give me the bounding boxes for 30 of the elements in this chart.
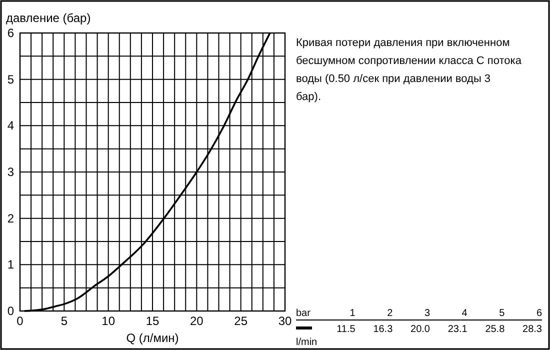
y-tick-label: 0: [7, 304, 14, 318]
text: 4: [462, 308, 468, 319]
y-axis-title: давление (бар): [6, 11, 91, 25]
text: 3: [424, 308, 430, 319]
x-tick-label: 0: [16, 314, 24, 328]
text: 16.3: [373, 324, 394, 335]
y-tick-label: 6: [7, 26, 14, 40]
text: 28.3: [522, 324, 542, 335]
x-axis-title: Q (л/мин): [126, 331, 179, 345]
x-tick-label: 30: [278, 314, 292, 328]
text: 6: [536, 308, 542, 319]
x-tick-label: 15: [146, 314, 160, 328]
x-tick-label: 20: [190, 314, 204, 328]
y-tick-label: 5: [7, 72, 14, 86]
text: Кривая потери давления при включенном бесшумном сопротивлении класса C потока воды (0.50 л/сек при давлении воды 3 бар).: [296, 37, 522, 103]
x-tick-label: 5: [60, 314, 68, 328]
text: 20.0: [410, 324, 430, 335]
text: bar: [296, 308, 312, 319]
text: 1: [350, 308, 356, 319]
text: l/min: [296, 337, 318, 348]
text: 11.5: [336, 324, 356, 335]
y-tick-label: 3: [7, 165, 14, 179]
text: 2: [387, 308, 394, 319]
y-tick-label: 1: [7, 258, 14, 272]
text: 23.1: [448, 324, 468, 335]
y-tick-label: 2: [7, 211, 14, 226]
text: 25.8: [485, 324, 506, 335]
x-tick-label: 10: [102, 314, 116, 328]
y-tick-label: 4: [7, 118, 14, 133]
x-tick-label: 25: [234, 314, 248, 328]
